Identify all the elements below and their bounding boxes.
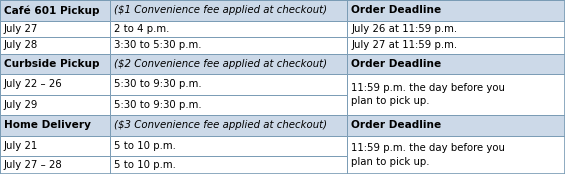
Text: July 21: July 21 (4, 141, 38, 151)
Text: July 29: July 29 (4, 100, 38, 110)
Bar (110, 21, 347, 37)
Bar (0, 115, 110, 136)
Text: Curbside Pickup: Curbside Pickup (4, 59, 99, 69)
Bar (347, 54, 565, 74)
Text: Café 601 Pickup: Café 601 Pickup (4, 5, 99, 15)
Bar (347, 21, 565, 37)
Text: ($1 Convenience fee applied at checkout): ($1 Convenience fee applied at checkout) (114, 5, 327, 15)
Text: Home Delivery: Home Delivery (4, 120, 91, 130)
Bar (347, 115, 565, 136)
Bar (110, 95, 347, 115)
Bar (110, 54, 347, 74)
Text: Order Deadline: Order Deadline (351, 5, 442, 15)
Bar (110, 0, 347, 21)
Bar (110, 115, 347, 136)
Text: 5:30 to 9:30 p.m.: 5:30 to 9:30 p.m. (114, 79, 202, 89)
Bar (110, 37, 347, 54)
Text: 11:59 p.m. the day before you
plan to pick up.: 11:59 p.m. the day before you plan to pi… (351, 83, 505, 106)
Bar (0, 54, 110, 74)
Text: 5:30 to 9:30 p.m.: 5:30 to 9:30 p.m. (114, 100, 202, 110)
Text: July 27 – 28: July 27 – 28 (4, 160, 63, 170)
Text: 11:59 p.m. the day before you
plan to pick up.: 11:59 p.m. the day before you plan to pi… (351, 143, 505, 167)
Bar (110, 156, 347, 174)
Bar (347, 37, 565, 54)
Bar (347, 136, 565, 174)
Text: July 22 – 26: July 22 – 26 (4, 79, 63, 89)
Bar (110, 74, 347, 95)
Text: ($3 Convenience fee applied at checkout): ($3 Convenience fee applied at checkout) (114, 120, 327, 130)
Text: 5 to 10 p.m.: 5 to 10 p.m. (114, 141, 176, 151)
Bar (0, 37, 110, 54)
Bar (347, 0, 565, 21)
Text: 2 to 4 p.m.: 2 to 4 p.m. (114, 24, 170, 34)
Text: 5 to 10 p.m.: 5 to 10 p.m. (114, 160, 176, 170)
Text: July 26 at 11:59 p.m.: July 26 at 11:59 p.m. (351, 24, 458, 34)
Bar (0, 21, 110, 37)
Bar (110, 136, 347, 156)
Bar (0, 156, 110, 174)
Text: July 27: July 27 (4, 24, 38, 34)
Text: 3:30 to 5:30 p.m.: 3:30 to 5:30 p.m. (114, 40, 202, 50)
Text: Order Deadline: Order Deadline (351, 59, 442, 69)
Text: July 28: July 28 (4, 40, 38, 50)
Text: Order Deadline: Order Deadline (351, 120, 442, 130)
Bar (0, 0, 110, 21)
Bar (0, 136, 110, 156)
Text: July 27 at 11:59 p.m.: July 27 at 11:59 p.m. (351, 40, 458, 50)
Text: ($2 Convenience fee applied at checkout): ($2 Convenience fee applied at checkout) (114, 59, 327, 69)
Bar (0, 95, 110, 115)
Bar (0, 74, 110, 95)
Bar (347, 74, 565, 115)
